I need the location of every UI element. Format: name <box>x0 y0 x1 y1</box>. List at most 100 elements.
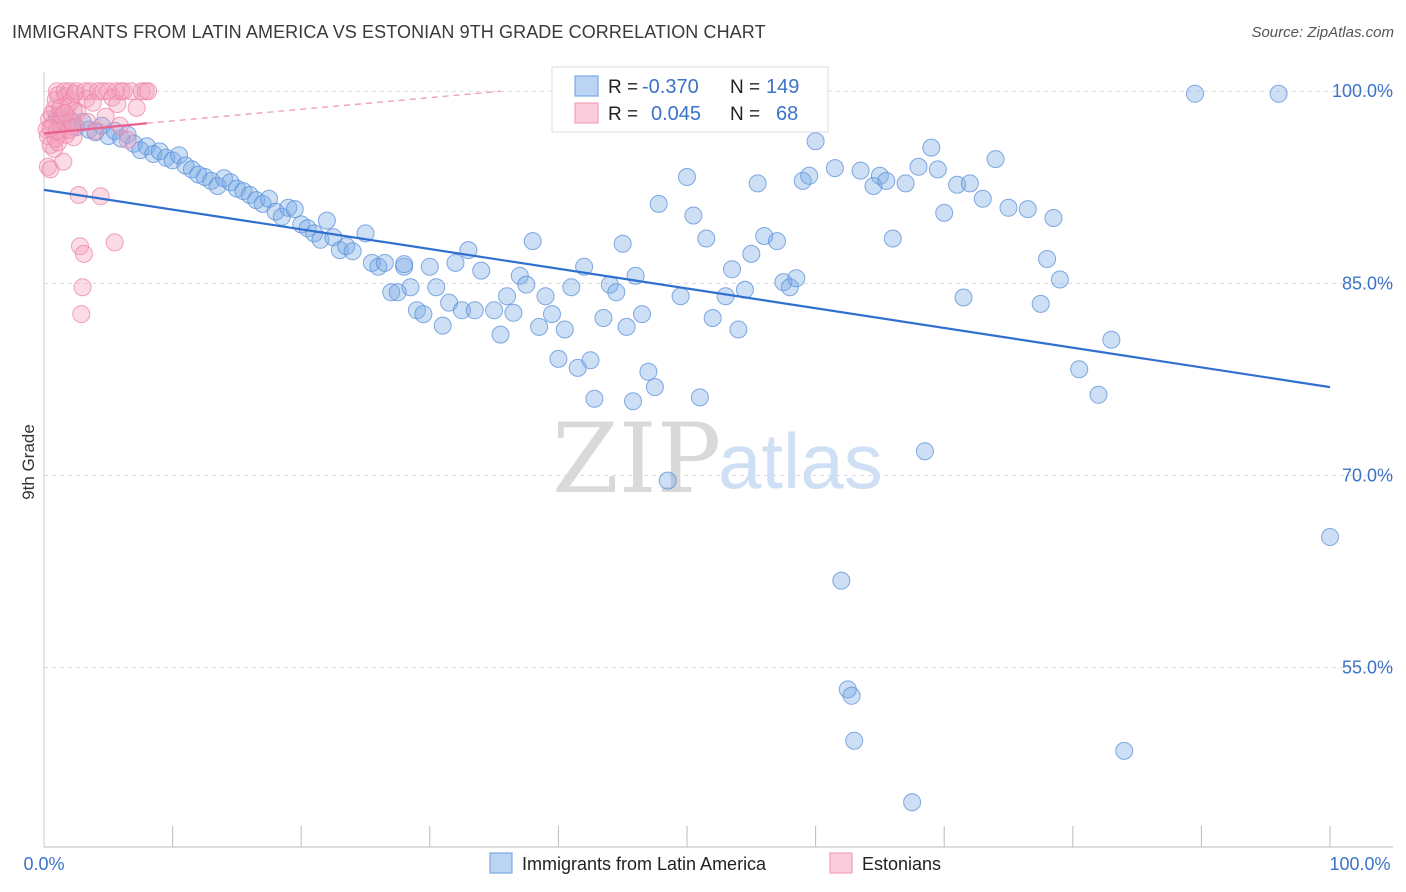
trend-layer <box>43 90 1331 389</box>
point-latin-america <box>414 305 433 324</box>
point-latin-america <box>523 232 542 251</box>
point-latin-america <box>842 686 861 705</box>
point-latin-america <box>690 388 709 407</box>
y-tick-labels: 55.0% 70.0% 85.0% 100.0% <box>1332 81 1393 677</box>
point-latin-america <box>684 206 703 225</box>
point-estonians <box>118 130 137 149</box>
stats-n-label-estonians: N = <box>730 104 760 125</box>
point-latin-america <box>594 309 613 327</box>
point-latin-america <box>343 242 362 261</box>
legend-swatch-latin <box>489 852 513 874</box>
point-latin-america <box>845 731 864 750</box>
stats-n-value-estonians: 68 <box>776 103 798 125</box>
stats-swatch-estonians <box>574 102 599 124</box>
point-latin-america <box>420 257 439 276</box>
point-latin-america <box>658 471 677 490</box>
trendline-estonians-extension <box>146 90 501 124</box>
gridlines <box>44 90 1393 669</box>
point-latin-america <box>768 232 786 251</box>
point-latin-america <box>1102 330 1121 349</box>
stats-n-label-latin: N = <box>730 77 760 98</box>
point-estonians <box>94 82 113 101</box>
point-estonians <box>73 278 92 297</box>
point-latin-america <box>800 166 819 185</box>
point-latin-america <box>485 301 504 320</box>
point-estonians <box>72 305 91 324</box>
stats-r-label-latin: R = <box>608 77 638 98</box>
point-latin-america <box>465 301 484 320</box>
point-latin-america <box>562 278 581 297</box>
point-latin-america <box>748 174 767 193</box>
watermark: ZIP atlas <box>552 403 883 515</box>
point-latin-america <box>317 211 336 230</box>
chart-source: Source: ZipAtlas.com <box>1251 24 1394 41</box>
point-latin-america <box>1038 250 1057 268</box>
point-latin-america <box>446 253 465 272</box>
point-latin-america <box>787 269 806 288</box>
point-latin-america <box>1070 360 1089 379</box>
point-latin-america <box>1115 741 1134 760</box>
point-latin-america <box>678 168 696 186</box>
point-latin-america <box>375 253 394 272</box>
point-latin-america <box>851 161 870 180</box>
trendline-latin-america <box>43 188 1331 389</box>
point-latin-america <box>279 198 298 217</box>
point-latin-america <box>1089 385 1108 404</box>
point-estonians <box>105 233 124 252</box>
point-latin-america <box>624 392 642 411</box>
point-latin-america <box>395 255 414 274</box>
legend-label-latin: Immigrants from Latin America <box>522 854 767 874</box>
point-latin-america <box>1321 528 1339 546</box>
point-latin-america <box>613 234 632 253</box>
stats-n-value-latin: 149 <box>766 76 799 98</box>
point-latin-america <box>922 138 941 157</box>
stats-r-value-estonians: 0.045 <box>651 103 701 125</box>
x-tick-label-min: 0.0% <box>23 854 64 874</box>
point-latin-america <box>1269 84 1288 103</box>
y-tick-label: 85.0% <box>1342 273 1393 293</box>
point-latin-america <box>517 275 536 294</box>
stats-r-value-latin: -0.370 <box>642 76 699 98</box>
point-latin-america <box>645 378 664 397</box>
point-latin-america <box>510 266 529 285</box>
points-layer <box>37 82 1339 812</box>
bottom-legend: Immigrants from Latin America Estonians <box>489 852 941 874</box>
point-estonians <box>54 152 73 171</box>
point-latin-america <box>935 203 954 222</box>
point-latin-america <box>903 793 922 812</box>
point-latin-america <box>999 198 1018 217</box>
point-latin-america <box>780 278 799 297</box>
trendline-estonians <box>43 122 147 135</box>
point-latin-america <box>433 316 452 335</box>
point-latin-america <box>543 305 561 324</box>
point-estonians <box>46 129 65 148</box>
point-latin-america <box>452 301 471 320</box>
axes <box>43 72 1393 848</box>
point-latin-america <box>427 278 446 297</box>
point-latin-america <box>633 305 651 324</box>
stats-r-label-estonians: R = <box>608 104 638 125</box>
stats-swatch-latin <box>574 75 599 97</box>
point-latin-america <box>401 278 420 297</box>
point-latin-america <box>607 283 626 302</box>
point-latin-america <box>649 194 668 213</box>
watermark-zip: ZIP <box>552 403 721 515</box>
point-estonians <box>86 121 105 140</box>
y-tick-label: 70.0% <box>1342 466 1393 486</box>
point-latin-america <box>491 325 510 344</box>
point-latin-america <box>472 261 491 280</box>
point-latin-america <box>285 200 304 219</box>
point-latin-america <box>825 159 844 178</box>
point-latin-america <box>530 317 549 336</box>
point-estonians <box>139 82 158 101</box>
y-tick-label: 55.0% <box>1342 658 1393 678</box>
point-latin-america <box>697 229 716 248</box>
point-latin-america <box>1186 84 1204 103</box>
point-estonians <box>107 82 125 101</box>
point-estonians <box>83 93 102 112</box>
point-estonians <box>96 107 115 126</box>
point-estonians <box>127 98 146 117</box>
point-latin-america <box>896 174 915 193</box>
point-latin-america <box>877 171 896 190</box>
point-latin-america <box>639 362 658 381</box>
